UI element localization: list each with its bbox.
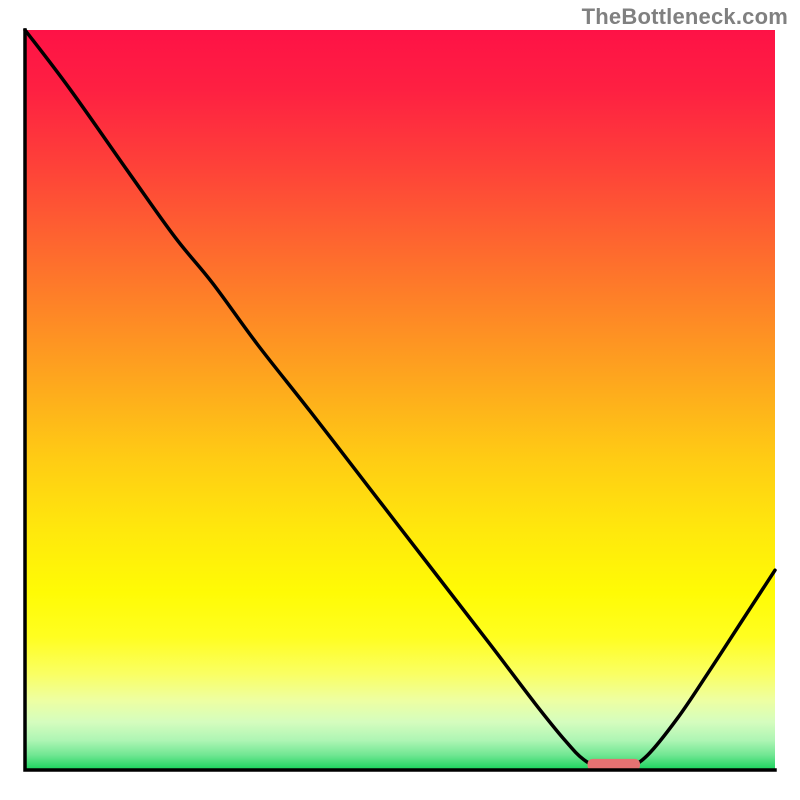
chart-svg <box>0 0 800 800</box>
plot-area <box>25 30 775 771</box>
gradient-background <box>25 30 775 770</box>
watermark-text: TheBottleneck.com <box>582 4 788 30</box>
chart-container: TheBottleneck.com <box>0 0 800 800</box>
